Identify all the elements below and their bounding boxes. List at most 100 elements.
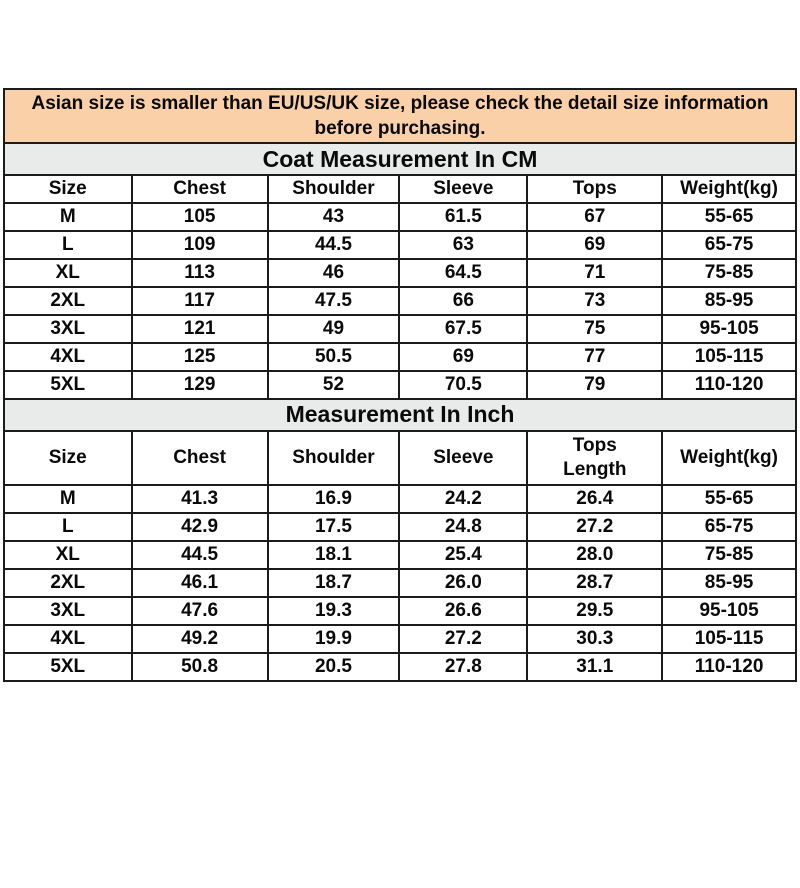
inch-table-cell: 27.2: [526, 511, 664, 542]
inch-table-cell: 30.3: [526, 623, 664, 654]
cm-table-cell: 125: [130, 341, 269, 372]
cm-table-row: L 109 44.5 63 69 65-75: [3, 229, 797, 260]
inch-column-header-5: Weight(kg): [661, 429, 797, 486]
inch-table-cell: 50.8: [130, 651, 269, 682]
cm-table-cell: 69: [526, 229, 664, 260]
inch-table-cell: 3XL: [3, 595, 133, 626]
cm-column-header-1: Chest: [130, 174, 269, 204]
cm-table-cell: XL: [3, 257, 133, 288]
cm-table-cell: 66: [398, 285, 529, 316]
inch-column-header-2: Shoulder: [266, 429, 401, 486]
inch-table-cell: 65-75: [661, 511, 797, 542]
inch-section-title-row: Measurement In Inch: [3, 397, 797, 432]
cm-table-cell: 113: [130, 257, 269, 288]
cm-table-cell: 5XL: [3, 369, 133, 400]
inch-table-cell: 75-85: [661, 539, 797, 570]
cm-table-cell: 95-105: [661, 313, 797, 344]
cm-table-row: 4XL 125 50.5 69 77 105-115: [3, 341, 797, 372]
inch-table-cell: 29.5: [526, 595, 664, 626]
cm-table-row: 5XL 129 52 70.5 79 110-120: [3, 369, 797, 400]
inch-table-cell: 4XL: [3, 623, 133, 654]
inch-column-header-3: Sleeve: [398, 429, 529, 486]
inch-column-header-1: Chest: [130, 429, 269, 486]
inch-table-title: Measurement In Inch: [3, 397, 797, 432]
cm-table-header-row: Size Chest Shoulder Sleeve Tops Weight(kg): [3, 174, 797, 204]
inch-table-row: 3XL 47.6 19.3 26.6 29.5 95-105: [3, 595, 797, 626]
cm-column-header-3: Sleeve: [398, 174, 529, 204]
inch-table-cell: 5XL: [3, 651, 133, 682]
cm-table-cell: 55-65: [661, 201, 797, 232]
inch-column-header-0: Size: [3, 429, 133, 486]
inch-column-header-4: Tops Length: [526, 429, 664, 486]
inch-table-cell: 42.9: [130, 511, 269, 542]
cm-table-cell: 43: [266, 201, 401, 232]
inch-table-cell: 17.5: [266, 511, 401, 542]
inch-table-cell: 26.4: [526, 483, 664, 514]
inch-table-cell: 26.6: [398, 595, 529, 626]
cm-table-cell: 77: [526, 341, 664, 372]
inch-table-cell: 18.1: [266, 539, 401, 570]
cm-table-title: Coat Measurement In CM: [3, 142, 797, 177]
cm-table-cell: 65-75: [661, 229, 797, 260]
inch-table-cell: 28.0: [526, 539, 664, 570]
cm-table-cell: 105: [130, 201, 269, 232]
cm-table-cell: 105-115: [661, 341, 797, 372]
inch-table-row: XL 44.5 18.1 25.4 28.0 75-85: [3, 539, 797, 570]
cm-table-cell: 44.5: [266, 229, 401, 260]
cm-table-cell: 110-120: [661, 369, 797, 400]
cm-table-cell: 79: [526, 369, 664, 400]
inch-table-cell: 24.8: [398, 511, 529, 542]
cm-table-cell: 75-85: [661, 257, 797, 288]
inch-table-cell: 44.5: [130, 539, 269, 570]
inch-table-cell: XL: [3, 539, 133, 570]
cm-column-header-5: Weight(kg): [661, 174, 797, 204]
inch-table-cell: 95-105: [661, 595, 797, 626]
inch-table-cell: 26.0: [398, 567, 529, 598]
cm-table-cell: 73: [526, 285, 664, 316]
inch-table-cell: 19.9: [266, 623, 401, 654]
inch-table-cell: 46.1: [130, 567, 269, 598]
cm-table-cell: 50.5: [266, 341, 401, 372]
cm-table-cell: 4XL: [3, 341, 133, 372]
cm-table-cell: M: [3, 201, 133, 232]
cm-table-row: M 105 43 61.5 67 55-65: [3, 201, 797, 232]
cm-table-cell: 70.5: [398, 369, 529, 400]
inch-table-row: M 41.3 16.9 24.2 26.4 55-65: [3, 483, 797, 514]
inch-table-cell: 27.2: [398, 623, 529, 654]
inch-table-cell: 27.8: [398, 651, 529, 682]
inch-table-cell: 20.5: [266, 651, 401, 682]
inch-table-cell: 49.2: [130, 623, 269, 654]
cm-table-row: 3XL 121 49 67.5 75 95-105: [3, 313, 797, 344]
notice-row: Asian size is smaller than EU/US/UK size…: [3, 87, 797, 145]
cm-table-cell: 71: [526, 257, 664, 288]
cm-table-cell: 61.5: [398, 201, 529, 232]
inch-table-cell: 24.2: [398, 483, 529, 514]
inch-table-cell: 16.9: [266, 483, 401, 514]
cm-table-cell: 129: [130, 369, 269, 400]
cm-table-cell: 52: [266, 369, 401, 400]
size-chart-table: Asian size is smaller than EU/US/UK size…: [3, 87, 797, 682]
cm-table-cell: 49: [266, 313, 401, 344]
cm-table-cell: 85-95: [661, 285, 797, 316]
inch-table-cell: 31.1: [526, 651, 664, 682]
inch-table-cell: 55-65: [661, 483, 797, 514]
cm-table-cell: 3XL: [3, 313, 133, 344]
cm-column-header-0: Size: [3, 174, 133, 204]
cm-table-cell: 117: [130, 285, 269, 316]
inch-table-cell: 47.6: [130, 595, 269, 626]
inch-table-row: L 42.9 17.5 24.8 27.2 65-75: [3, 511, 797, 542]
size-notice-banner: Asian size is smaller than EU/US/UK size…: [3, 87, 797, 145]
cm-table-row: 2XL 117 47.5 66 73 85-95: [3, 285, 797, 316]
cm-table-cell: 67: [526, 201, 664, 232]
cm-table-cell: 121: [130, 313, 269, 344]
cm-table-cell: 75: [526, 313, 664, 344]
cm-table-cell: L: [3, 229, 133, 260]
inch-table-cell: M: [3, 483, 133, 514]
inch-table-cell: L: [3, 511, 133, 542]
inch-table-cell: 2XL: [3, 567, 133, 598]
inch-table-row: 4XL 49.2 19.9 27.2 30.3 105-115: [3, 623, 797, 654]
inch-table-cell: 110-120: [661, 651, 797, 682]
cm-table-cell: 2XL: [3, 285, 133, 316]
inch-table-cell: 19.3: [266, 595, 401, 626]
cm-column-header-4: Tops: [526, 174, 664, 204]
